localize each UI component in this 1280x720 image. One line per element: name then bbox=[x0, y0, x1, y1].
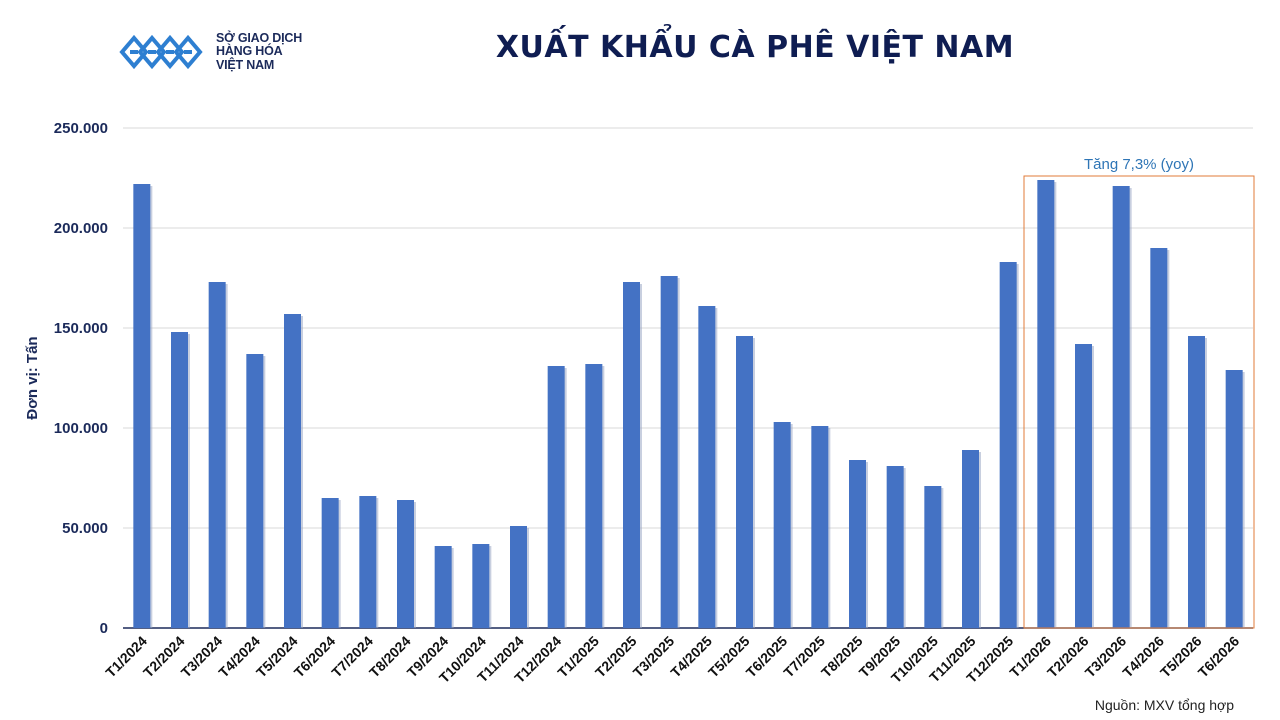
bar bbox=[773, 422, 791, 628]
x-tick-label: T6/2026 bbox=[1195, 633, 1243, 681]
bar bbox=[811, 426, 829, 628]
bar bbox=[208, 282, 226, 628]
bar bbox=[547, 366, 565, 628]
bar bbox=[585, 364, 603, 628]
y-tick-label: 0 bbox=[100, 620, 108, 637]
annotation-box bbox=[1023, 175, 1255, 629]
y-tick-label: 100.000 bbox=[54, 420, 108, 437]
bar bbox=[434, 546, 452, 628]
bar bbox=[1188, 336, 1205, 628]
logo-line-1: SỞ GIAO DỊCH bbox=[216, 30, 303, 45]
logo-mark-icon bbox=[119, 34, 203, 70]
y-tick-label: 200.000 bbox=[54, 220, 108, 237]
bar bbox=[510, 526, 527, 628]
bar bbox=[1037, 180, 1055, 628]
bar bbox=[924, 486, 942, 628]
bar bbox=[660, 276, 678, 628]
source-note: Nguồn: MXV tổng hợp bbox=[1094, 697, 1234, 713]
bar bbox=[359, 496, 377, 628]
bar bbox=[999, 262, 1017, 628]
y-tick-label: 150.000 bbox=[54, 320, 108, 337]
logo-line-2: HÀNG HÓA bbox=[216, 44, 283, 59]
y-tick-label: 250.000 bbox=[54, 120, 108, 137]
y-tick-label: 50.000 bbox=[62, 520, 108, 537]
bar bbox=[1150, 248, 1168, 628]
logo-text: SỞ GIAO DỊCH HÀNG HÓA VIỆT NAM bbox=[216, 30, 303, 73]
bar bbox=[886, 466, 904, 628]
y-axis-label: Đơn vị: Tấn bbox=[24, 336, 41, 419]
annotation-label: Tăng 7,3% (yoy) bbox=[1084, 156, 1194, 173]
logo-line-3: VIỆT NAM bbox=[216, 57, 275, 72]
bar bbox=[1075, 344, 1092, 628]
bar bbox=[171, 332, 188, 628]
bar bbox=[1112, 186, 1130, 628]
bar bbox=[1225, 370, 1243, 628]
logo: SỞ GIAO DỊCH HÀNG HÓA VIỆT NAM bbox=[118, 28, 318, 76]
bar bbox=[133, 184, 151, 628]
chart-title: XUẤT KHẨU CÀ PHÊ VIỆT NAM bbox=[495, 30, 1015, 65]
bar bbox=[736, 336, 753, 628]
bar bbox=[962, 450, 979, 628]
bar bbox=[698, 306, 716, 628]
bar bbox=[321, 498, 339, 628]
bar bbox=[472, 544, 490, 628]
bar bbox=[284, 314, 301, 628]
bar bbox=[623, 282, 640, 628]
bar bbox=[849, 460, 866, 628]
bar bbox=[246, 354, 264, 628]
bar bbox=[397, 500, 414, 628]
